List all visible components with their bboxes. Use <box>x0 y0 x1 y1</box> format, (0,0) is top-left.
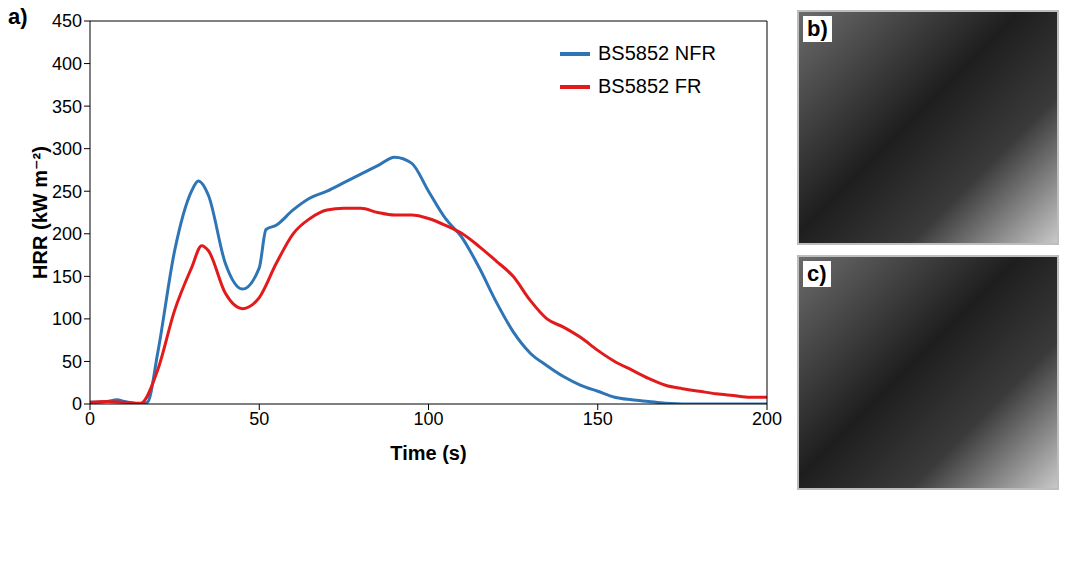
svg-text:150: 150 <box>583 409 613 429</box>
svg-text:200: 200 <box>752 409 782 429</box>
svg-text:0: 0 <box>85 409 95 429</box>
svg-text:200: 200 <box>52 224 82 244</box>
html-text:BS5852 FR: BS5852 FR <box>598 75 702 97</box>
svg-text:50: 50 <box>249 409 269 429</box>
svg-text:250: 250 <box>52 182 82 202</box>
html-text:c): c) <box>807 261 827 286</box>
svg-text:350: 350 <box>52 97 82 117</box>
svg-text:0: 0 <box>72 394 82 414</box>
svg-text:100: 100 <box>52 309 82 329</box>
svg-text:150: 150 <box>52 267 82 287</box>
html-text:a): a) <box>8 4 28 29</box>
svg-text:450: 450 <box>52 11 82 31</box>
svg-text:50: 50 <box>62 352 82 372</box>
svg-text:100: 100 <box>413 409 443 429</box>
svg-text:HRR (kW m⁻²): HRR (kW m⁻²) <box>29 146 51 279</box>
html-text:b): b) <box>807 16 828 41</box>
svg-text:Time (s): Time (s) <box>390 442 466 464</box>
html-text:BS5852 NFR: BS5852 NFR <box>598 42 716 64</box>
svg-text:300: 300 <box>52 139 82 159</box>
svg-text:400: 400 <box>52 54 82 74</box>
